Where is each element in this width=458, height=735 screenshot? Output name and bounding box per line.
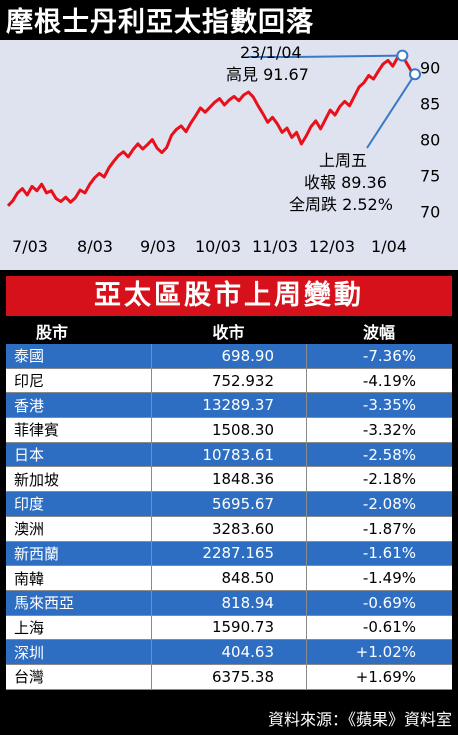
cell-change: -3.32% — [306, 418, 452, 442]
source-note: 資料來源：《蘋果》資料室 — [267, 710, 452, 729]
y-tick-label: 70 — [420, 203, 440, 222]
cell-close: 2287.165 — [151, 541, 306, 566]
cell-market: 台灣 — [14, 668, 45, 687]
cell-close: 848.50 — [151, 566, 306, 590]
cell-close: 752.932 — [151, 368, 306, 393]
high-annotation-value: 高見 91.67 — [226, 65, 309, 84]
series-line — [6, 54, 414, 207]
line-chart: 70 75 80 85 90 7/03 8/03 9/03 10/03 11/03 12/03 1/0… — [6, 43, 440, 256]
high-leader-line — [292, 54, 403, 58]
cell-market: 澳洲 — [14, 520, 45, 539]
cell-close: 10783.61 — [151, 442, 306, 467]
table-banner: 亞太區股市上周變動 — [6, 276, 452, 316]
table-row: 南韓 848.50 -1.49% — [6, 566, 452, 591]
x-tick-label: 11/03 — [252, 237, 298, 256]
x-tick-label: 1/04 — [371, 237, 407, 256]
cell-market: 印度 — [14, 495, 45, 514]
table-body: 泰國 698.90 -7.36% 印尼 752.932 -4.19% 香港 13289.37-… — [6, 344, 452, 690]
cell-close: 818.94 — [151, 590, 306, 615]
cell-close: 698.90 — [151, 344, 306, 368]
high-marker — [396, 49, 409, 62]
cell-change: +1.69% — [306, 664, 452, 689]
x-tick-label: 10/03 — [195, 237, 241, 256]
last-annotation-close: 收報 89.36 — [304, 173, 387, 192]
cell-close: 5695.67 — [151, 492, 306, 516]
cell-close: 13289.37 — [151, 393, 306, 418]
cell-close: 404.63 — [151, 640, 306, 664]
x-tick-label: 9/03 — [140, 237, 176, 256]
y-tick-label: 80 — [420, 131, 440, 150]
cell-market: 印尼 — [14, 372, 45, 391]
cell-change: -2.58% — [306, 442, 452, 467]
cell-change: -1.61% — [306, 541, 452, 566]
header-close: 收市 — [212, 323, 245, 342]
y-tick-label: 75 — [420, 167, 440, 186]
chart-title: 摩根士丹利亞太指數回落 — [6, 7, 314, 38]
cell-market: 日本 — [14, 446, 45, 465]
cell-market: 新加坡 — [14, 470, 60, 489]
x-tick-label: 12/03 — [309, 237, 355, 256]
table-row: 新加坡 1848.36 -2.18% — [6, 467, 452, 493]
last-leader-line — [366, 73, 416, 149]
table-row: 深圳 404.63 +1.02% — [6, 640, 452, 665]
table-row: 印度 5695.67 -2.08% — [6, 492, 452, 517]
table-row: 印尼 752.932 -4.19% — [6, 368, 452, 394]
table-row: 上海 1590.73 -0.61% — [6, 615, 452, 641]
table-row: 泰國 698.90 -7.36% — [6, 344, 452, 369]
chart-panel: 70 75 80 85 90 7/03 8/03 9/03 10/03 11/03 12/03 1/0… — [0, 40, 458, 270]
table-row: 澳洲 3283.60 -1.87% — [6, 516, 452, 542]
cell-market: 南韓 — [14, 569, 45, 588]
high-annotation-date: 23/1/04 — [240, 43, 302, 62]
cell-market: 上海 — [14, 618, 45, 637]
cell-change: -0.69% — [306, 590, 452, 615]
cell-close: 1848.36 — [151, 467, 306, 492]
cell-market: 菲律賓 — [14, 421, 60, 440]
last-marker — [409, 68, 421, 81]
cell-change: -7.36% — [306, 344, 452, 368]
x-tick-label: 7/03 — [12, 237, 48, 256]
cell-change: -4.19% — [306, 368, 452, 393]
cell-change: -2.08% — [306, 492, 452, 516]
header-market: 股市 — [36, 323, 69, 342]
cell-market: 泰國 — [14, 347, 45, 366]
cell-change: -0.61% — [306, 615, 452, 640]
cell-close: 1590.73 — [151, 615, 306, 640]
x-tick-label: 8/03 — [77, 237, 113, 256]
y-tick-label: 90 — [420, 59, 440, 78]
cell-close: 3283.60 — [151, 516, 306, 541]
cell-change: -2.18% — [306, 467, 452, 492]
table-row: 新西蘭 2287.165 -1.61% — [6, 541, 452, 567]
last-annotation-change: 全周跌 2.52% — [289, 195, 393, 214]
cell-close: 1508.30 — [151, 418, 306, 442]
cell-market: 新西蘭 — [14, 544, 60, 563]
y-tick-label: 85 — [420, 95, 440, 114]
cell-market: 深圳 — [14, 643, 45, 662]
table-row: 馬來西亞 818.94 -0.69% — [6, 590, 452, 616]
cell-change: -3.35% — [306, 393, 452, 418]
cell-change: +1.02% — [306, 640, 452, 664]
cell-change: -1.49% — [306, 566, 452, 590]
cell-market: 馬來西亞 — [14, 594, 75, 613]
header-change: 波幅 — [362, 323, 395, 342]
cell-close: 6375.38 — [151, 664, 306, 689]
table-row: 日本 10783.61 -2.58% — [6, 442, 452, 468]
last-annotation-label: 上周五 — [319, 151, 367, 170]
table-row: 香港 13289.37 -3.35% — [6, 393, 452, 419]
cell-change: -1.87% — [306, 516, 452, 541]
cell-market: 香港 — [14, 396, 45, 415]
table-header: 股市 收市 波幅 — [6, 318, 452, 344]
table-row: 台灣 6375.38 +1.69% — [6, 664, 452, 690]
table-row: 菲律賓 1508.30 -3.32% — [6, 418, 452, 443]
